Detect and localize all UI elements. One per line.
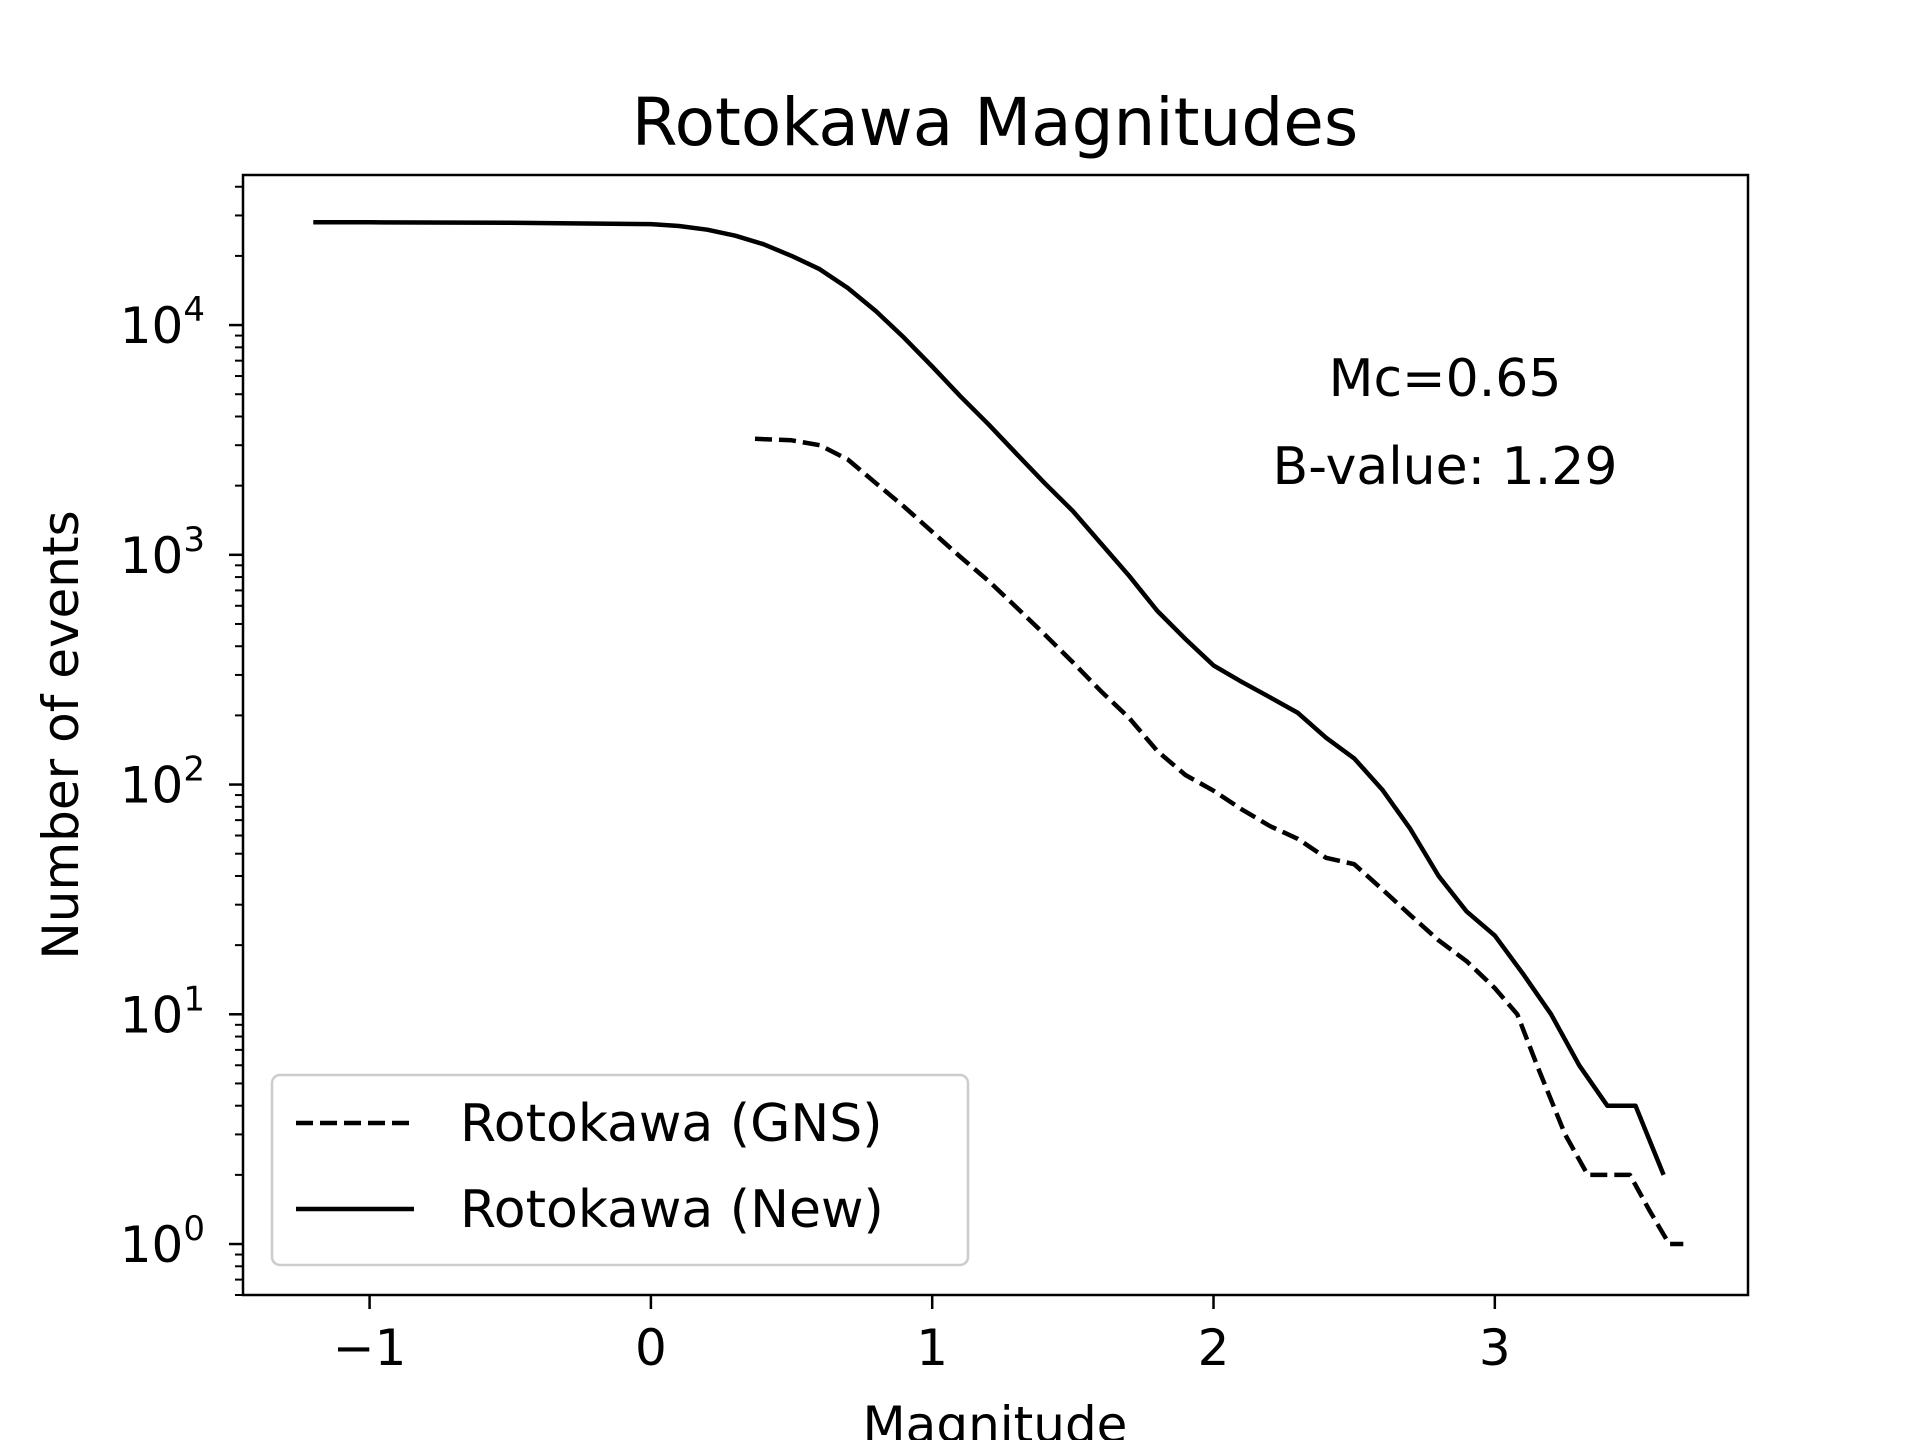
x-tick-label: 3 [1479, 1319, 1511, 1377]
y-tick-label: 100 [120, 1209, 205, 1274]
y-tick-label: 101 [120, 979, 205, 1044]
annotation-mc: Mc=0.65 [1329, 349, 1562, 409]
legend: Rotokawa (GNS) Rotokawa (New) [270, 1073, 970, 1267]
x-axis: −1 0 1 2 3 [333, 1295, 1511, 1377]
x-axis-label: Magnitude [863, 1396, 1128, 1440]
y-axis-label: Number of events [32, 510, 90, 959]
y-tick-label: 102 [120, 750, 205, 815]
annotation-b-value: B-value: 1.29 [1273, 437, 1618, 497]
legend-label-new: Rotokawa (New) [460, 1180, 884, 1240]
x-tick-label: 1 [916, 1319, 948, 1377]
legend-box [270, 1073, 970, 1267]
series-line-gns [754, 436, 1684, 1247]
annotations: Mc=0.65 B-value: 1.29 [1273, 349, 1618, 497]
series-line-new [313, 220, 1666, 1176]
legend-label-gns: Rotokawa (GNS) [460, 1094, 883, 1154]
y-axis: 100 101 102 103 104 [120, 185, 243, 1296]
axes-frame [241, 173, 1750, 1297]
x-tick-label: −1 [333, 1319, 407, 1377]
x-tick-label: 0 [635, 1319, 667, 1377]
chart-title: Rotokawa Magnitudes [632, 84, 1358, 161]
plot-area [313, 220, 1684, 1247]
x-tick-label: 2 [1198, 1319, 1230, 1377]
y-tick-label: 104 [120, 290, 205, 355]
y-tick-label: 103 [120, 520, 205, 585]
